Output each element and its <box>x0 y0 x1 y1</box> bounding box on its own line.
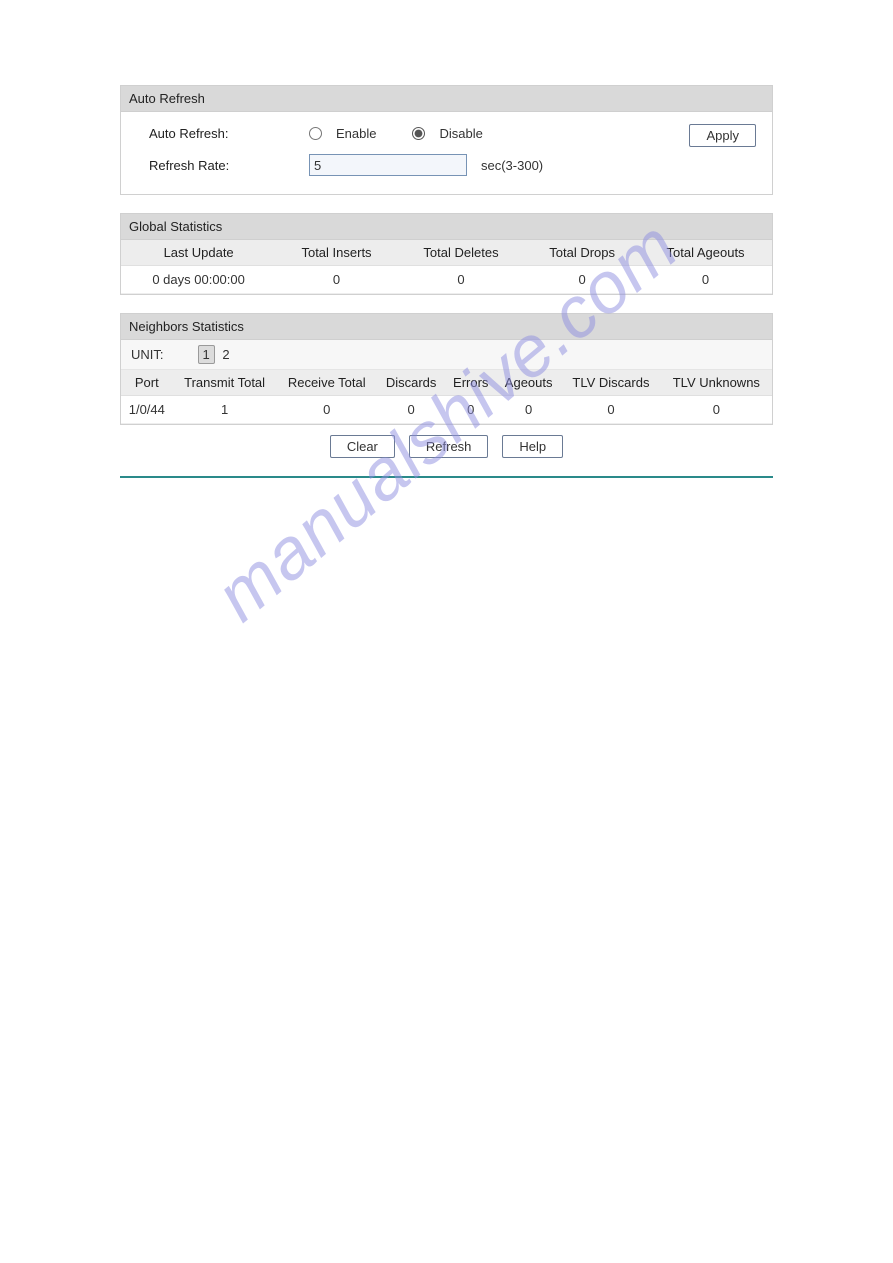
cell-total-inserts: 0 <box>276 266 397 294</box>
unit-row: UNIT: 1 2 <box>121 340 772 370</box>
cell-tlv-unknowns: 0 <box>661 396 772 424</box>
auto-refresh-panel: Auto Refresh Auto Refresh: Enable Disabl… <box>120 85 773 195</box>
divider <box>120 476 773 478</box>
neighbor-stats-header: Neighbors Statistics <box>121 314 772 340</box>
action-buttons: Clear Refresh Help <box>120 425 773 458</box>
auto-refresh-fields: Auto Refresh: Enable Disable Refresh Rat… <box>149 120 689 184</box>
cell-total-ageouts: 0 <box>639 266 772 294</box>
cell-last-update: 0 days 00:00:00 <box>121 266 276 294</box>
col-tlv-unknowns: TLV Unknowns <box>661 370 772 396</box>
col-errors: Errors <box>445 370 496 396</box>
row-auto-refresh: Auto Refresh: Enable Disable <box>149 120 689 146</box>
radio-group-auto-refresh: Enable Disable <box>309 126 511 141</box>
table-row: 1/0/44 1 0 0 0 0 0 0 <box>121 396 772 424</box>
col-receive-total: Receive Total <box>277 370 377 396</box>
cell-receive-total: 0 <box>277 396 377 424</box>
col-total-inserts: Total Inserts <box>276 240 397 266</box>
cell-tlv-discards: 0 <box>561 396 660 424</box>
neighbor-stats-panel: Neighbors Statistics UNIT: 1 2 Port Tran… <box>120 313 773 425</box>
col-total-drops: Total Drops <box>525 240 639 266</box>
col-ageouts: Ageouts <box>496 370 561 396</box>
apply-wrap: Apply <box>689 120 762 147</box>
unit-list: 1 2 <box>198 345 234 364</box>
unit-label: UNIT: <box>131 347 164 362</box>
label-auto-refresh: Auto Refresh: <box>149 126 309 141</box>
cell-discards: 0 <box>377 396 445 424</box>
label-enable: Enable <box>336 126 376 141</box>
unit-item-1[interactable]: 1 <box>198 345 215 364</box>
auto-refresh-body: Auto Refresh: Enable Disable Refresh Rat… <box>121 112 772 194</box>
unit-item-2[interactable]: 2 <box>218 346 233 363</box>
global-stats-header-row: Last Update Total Inserts Total Deletes … <box>121 240 772 266</box>
global-stats-table: Last Update Total Inserts Total Deletes … <box>121 240 772 294</box>
col-transmit-total: Transmit Total <box>173 370 277 396</box>
cell-errors: 0 <box>445 396 496 424</box>
global-stats-panel: Global Statistics Last Update Total Inse… <box>120 213 773 295</box>
col-total-ageouts: Total Ageouts <box>639 240 772 266</box>
neighbor-stats-header-row: Port Transmit Total Receive Total Discar… <box>121 370 772 396</box>
radio-enable[interactable] <box>309 127 322 140</box>
col-tlv-discards: TLV Discards <box>561 370 660 396</box>
cell-total-drops: 0 <box>525 266 639 294</box>
table-row: 0 days 00:00:00 0 0 0 0 <box>121 266 772 294</box>
cell-total-deletes: 0 <box>397 266 525 294</box>
neighbor-stats-table: Port Transmit Total Receive Total Discar… <box>121 370 772 424</box>
hint-refresh-rate: sec(3-300) <box>481 158 543 173</box>
col-port: Port <box>121 370 173 396</box>
col-discards: Discards <box>377 370 445 396</box>
label-refresh-rate: Refresh Rate: <box>149 158 309 173</box>
cell-transmit-total: 1 <box>173 396 277 424</box>
row-refresh-rate: Refresh Rate: sec(3-300) <box>149 152 689 178</box>
input-refresh-rate[interactable] <box>309 154 467 176</box>
cell-port: 1/0/44 <box>121 396 173 424</box>
col-last-update: Last Update <box>121 240 276 266</box>
label-disable: Disable <box>439 126 482 141</box>
clear-button[interactable]: Clear <box>330 435 395 458</box>
help-button[interactable]: Help <box>502 435 563 458</box>
refresh-button[interactable]: Refresh <box>409 435 489 458</box>
apply-button[interactable]: Apply <box>689 124 756 147</box>
cell-ageouts: 0 <box>496 396 561 424</box>
auto-refresh-header: Auto Refresh <box>121 86 772 112</box>
col-total-deletes: Total Deletes <box>397 240 525 266</box>
global-stats-header: Global Statistics <box>121 214 772 240</box>
radio-disable[interactable] <box>412 127 425 140</box>
